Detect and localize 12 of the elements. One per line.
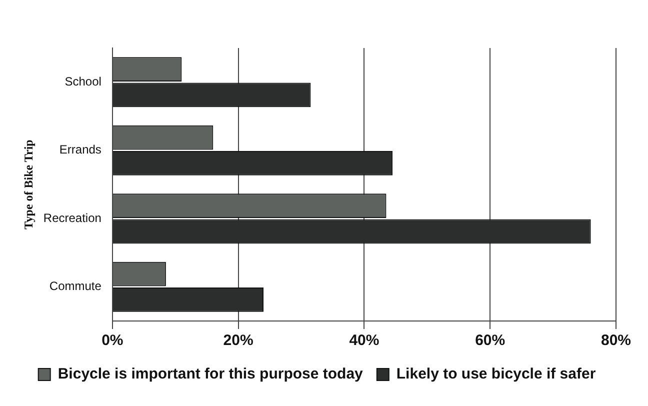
y-tick-label: Recreation <box>43 210 102 225</box>
legend-label: Likely to use bicycle if safer <box>396 366 596 383</box>
legend-label: Bicycle is important for this purpose today <box>58 366 364 383</box>
x-tick-label: 20% <box>223 332 254 350</box>
y-tick-label: School <box>64 74 102 88</box>
y-axis-title: Type of Bike Trip <box>21 139 36 230</box>
x-tick-label: 60% <box>475 332 506 350</box>
y-tick-label: Commute <box>49 279 102 294</box>
x-tick-label: 0% <box>102 332 124 350</box>
y-tick-label: Errands <box>59 142 102 157</box>
x-tick-label: 40% <box>349 332 380 350</box>
x-tick-label: 80% <box>600 332 632 350</box>
